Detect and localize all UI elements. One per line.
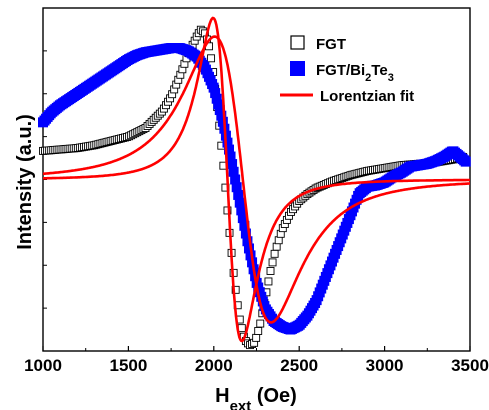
x-tick-label: 2500 bbox=[280, 356, 318, 375]
fgt-bi2te3-data-point bbox=[231, 182, 242, 193]
fgt-data-point bbox=[272, 242, 281, 251]
fgt-bi2te3-data-point bbox=[460, 156, 471, 167]
x-tick-label: 1000 bbox=[24, 356, 62, 375]
x-tick-label: 2000 bbox=[195, 356, 233, 375]
fgt-bi2te3-data-point bbox=[216, 110, 227, 121]
fgt-data-point bbox=[207, 54, 216, 63]
series-fgt-bi2te3 bbox=[38, 43, 471, 335]
fgt-bi2te3-data-point bbox=[222, 137, 233, 148]
lorentzian-fit-lines bbox=[42, 16, 470, 343]
fgt-data-point bbox=[270, 249, 279, 258]
fgt-data-point bbox=[223, 206, 232, 215]
x-axis-ticks: 1000 1500 2000 2500 3000 3500 bbox=[24, 346, 489, 375]
legend-label-fgt: FGT bbox=[316, 36, 346, 53]
fgt-bi2te3-data-point bbox=[208, 82, 219, 93]
fgt-data-point bbox=[268, 258, 277, 267]
fgt-bi2te3-data-point bbox=[243, 243, 254, 254]
fgt-bi2te3-data-point bbox=[239, 220, 250, 231]
lorentzian-fit-curve bbox=[42, 35, 470, 324]
fgt-data-point bbox=[252, 333, 261, 342]
fgt-bi2te3-data-point bbox=[213, 99, 224, 110]
legend-label-fgt-bi2te3: FGT/Bi2Te3 bbox=[316, 62, 394, 84]
fgt-bi2te3-data-point bbox=[224, 144, 235, 155]
fgt-bi2te3-data-point bbox=[211, 93, 222, 104]
x-tick-label: 3000 bbox=[366, 356, 404, 375]
fgt-data-point bbox=[237, 324, 246, 333]
fgt-bi2te3-data-point bbox=[217, 116, 228, 127]
fgt-bi2te3-data-point bbox=[237, 213, 248, 224]
fgt-bi2te3-data-point bbox=[233, 189, 244, 200]
legend-marker-fgt-bi2te3 bbox=[290, 61, 305, 76]
fgt-data-point bbox=[231, 285, 240, 294]
fgt-bi2te3-data-point bbox=[214, 105, 225, 116]
legend-label-fit: Lorentzian fit bbox=[320, 88, 414, 105]
fgt-bi2te3-data-point bbox=[242, 236, 253, 247]
legend: FGT FGT/Bi2Te3 Lorentzian fit bbox=[280, 35, 414, 105]
legend-marker-fgt bbox=[290, 35, 305, 50]
fgt-bi2te3-data-point bbox=[227, 159, 238, 170]
fgt-data-point bbox=[266, 267, 275, 275]
fgt-bi2te3-data-point bbox=[240, 228, 251, 239]
fgt-data-point bbox=[274, 236, 283, 245]
fgt-data-point bbox=[264, 277, 273, 286]
fgt-bi2te3-data-point bbox=[210, 88, 221, 99]
fgt-bi2te3-data-point bbox=[230, 174, 241, 185]
x-axis-label: Hext (Oe) bbox=[215, 385, 297, 410]
x-tick-label: 1500 bbox=[109, 356, 147, 375]
fgt-bi2te3-data-point bbox=[234, 197, 245, 208]
fgt-bi2te3-data-point bbox=[225, 151, 236, 162]
fgt-bi2te3-data-point bbox=[236, 205, 247, 216]
y-axis-label: Intensity (a.u.) bbox=[14, 114, 36, 250]
fgt-data-point bbox=[256, 319, 265, 328]
fgt-bi2te3-data-point bbox=[228, 166, 239, 177]
x-tick-label: 3500 bbox=[451, 356, 489, 375]
fgt-data-point bbox=[254, 327, 263, 335]
